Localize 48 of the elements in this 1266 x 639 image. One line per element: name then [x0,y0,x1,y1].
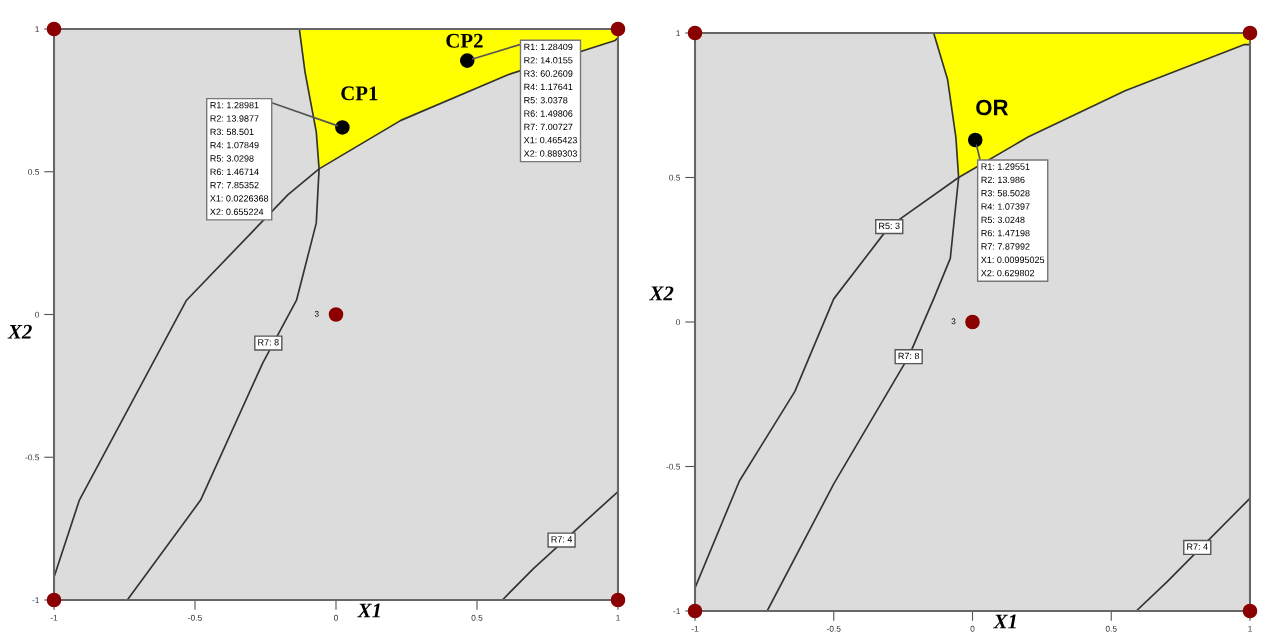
point [335,120,350,135]
annotation: R7: 8 [258,339,279,346]
y-tick-label: 0 [676,319,681,326]
point [328,307,344,322]
annotation: R7: 4 [551,536,573,543]
x-tick-label: 0.5 [1105,625,1117,632]
y-axis-title: X2 [649,286,674,301]
point [610,21,626,37]
point [1242,603,1258,619]
y-tick-label: -1 [673,608,681,615]
x-tick-label: -0.5 [826,625,841,632]
x-tick-label: 0 [334,614,338,621]
x-tick-label: -1 [50,614,58,621]
text: R1: 1.28981 R2: 13.9877 R3: 58.501 R4: 1.07849 R5: 3.0298 R6: 1.46714 R7: 7.85352 X1: 0.0226368 X2: 0.655224 [210,101,269,215]
text: R1: 1.28409 R2: 14.0155 R3: 60.2609 R4: 1.17641 R5: 3.0378 R6: 1.49806 R7: 7.00727 X1: 0.465423 X2: 0.889303 [523,43,577,157]
x-tick-label: -0.5 [188,614,202,621]
x-tick-label: 1 [1248,625,1252,632]
annotation: CP2 [446,33,483,48]
y-tick-label: -1 [32,597,40,604]
x-tick-label: 0 [970,625,975,632]
point [967,132,983,148]
y-tick-label: 0.5 [669,174,681,181]
point [687,603,703,619]
x-axis-title: X1 [357,603,380,618]
annotation: 3 [314,310,319,317]
y-tick-label: 0 [35,311,40,318]
annotation: 3 [951,318,956,325]
annotation: R7: 4 [1187,543,1208,550]
annotation: OR [976,99,1009,116]
point [1242,25,1258,41]
point [687,25,703,41]
y-tick-label: 0.5 [28,168,40,175]
point [46,21,62,37]
x-tick-label: 1 [616,614,620,621]
y-tick-label: -0.5 [25,454,40,461]
x-tick-label: -1 [691,625,699,632]
y-tick-label: -0.5 [666,463,681,470]
point [610,592,626,608]
point [965,314,980,330]
point [46,592,62,608]
point [459,53,475,68]
text: R1: 1.29551 R2: 13.986 R3: 58.5028 R4: 1.07397 R5: 3.0248 R6: 1.47198 R7: 7.87992 X1: 0.00995025 X2: 0.629802 [981,163,1045,277]
x-axis-title: X1 [993,614,1016,629]
annotation: CP1 [341,86,378,101]
y-tick-label: 1 [35,26,40,33]
y-tick-label: 1 [676,30,681,37]
x-tick-label: 0.5 [471,614,483,621]
y-axis-title: X2 [7,324,32,339]
